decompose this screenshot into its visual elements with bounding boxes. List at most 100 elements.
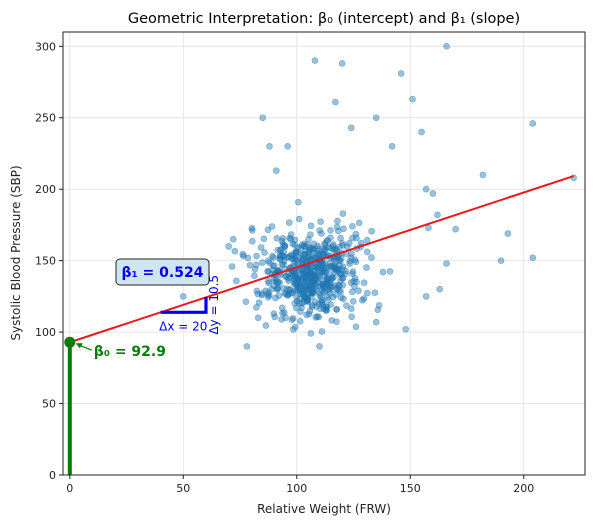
data-point [320, 250, 327, 258]
data-point [352, 323, 360, 331]
data-point [287, 231, 295, 238]
data-point [229, 235, 237, 243]
y-tick-label: 250 [35, 112, 56, 125]
data-point [288, 289, 296, 297]
data-point [319, 301, 326, 309]
data-point [273, 167, 280, 174]
y-tick-label: 150 [35, 255, 56, 268]
data-point [290, 255, 297, 263]
data-point [273, 235, 281, 242]
y-tick-label: 0 [49, 469, 56, 482]
regression-overlay: Δx = 20 Δy = 10.5β₁ = 0.524 β₀ = 92.9 [64, 175, 574, 475]
data-point [305, 236, 312, 243]
data-point [291, 300, 299, 307]
data-point [307, 330, 315, 337]
data-point [271, 313, 279, 321]
data-point [353, 234, 360, 242]
data-point [312, 276, 319, 284]
data-point [333, 318, 340, 326]
data-point [504, 230, 512, 237]
regression-line [69, 175, 574, 344]
data-point [284, 270, 292, 278]
data-point [443, 260, 450, 267]
data-point [289, 315, 297, 322]
x-axis-ticks: 0 50 100 150 200 [66, 475, 534, 495]
data-point [345, 240, 353, 247]
data-point [266, 143, 273, 150]
data-point [259, 259, 266, 266]
data-point [397, 70, 405, 77]
data-point [352, 258, 360, 266]
delta-y-label: Δy = 10.5 [207, 275, 221, 335]
data-point [497, 257, 505, 264]
data-point [316, 292, 323, 299]
data-point [297, 254, 304, 262]
x-tick-label: 200 [513, 482, 534, 495]
data-point [261, 249, 268, 256]
data-point [327, 301, 335, 308]
delta-x-label: Δx = 20 [159, 319, 207, 333]
data-point [308, 303, 316, 310]
data-point [266, 259, 273, 267]
data-point [327, 227, 334, 234]
data-point [286, 286, 294, 293]
data-point [316, 343, 323, 350]
data-point [262, 322, 270, 329]
data-point [332, 282, 339, 289]
data-point [314, 242, 321, 250]
data-point [253, 252, 260, 260]
data-point [284, 143, 291, 150]
scatter-points [179, 42, 577, 350]
data-point [269, 252, 276, 260]
y-tick-label: 200 [35, 183, 56, 196]
data-point [293, 293, 300, 301]
data-point [248, 227, 256, 234]
data-point [434, 211, 441, 219]
data-point [251, 272, 258, 279]
data-point [317, 218, 324, 225]
data-point [315, 273, 323, 281]
data-point [418, 128, 425, 136]
data-point [251, 265, 259, 273]
data-point [231, 247, 239, 255]
data-point [277, 247, 284, 254]
data-point [302, 273, 310, 280]
data-point [368, 227, 375, 235]
data-point [262, 287, 269, 295]
data-point [322, 307, 330, 314]
data-point [368, 254, 375, 261]
data-point [309, 252, 317, 260]
data-point [312, 271, 319, 279]
y-tick-label: 50 [42, 398, 56, 411]
data-point [265, 279, 273, 287]
data-point [372, 318, 380, 326]
data-point [301, 294, 308, 302]
y-axis-title: Systolic Blood Pressure (SBP) [9, 165, 23, 340]
data-point [379, 268, 387, 276]
data-point [282, 273, 289, 280]
data-point [321, 241, 328, 249]
plot-frame [62, 31, 586, 476]
data-point [291, 236, 299, 244]
data-point [280, 285, 287, 292]
data-point [310, 240, 318, 248]
data-point [289, 240, 296, 248]
data-point [327, 234, 334, 242]
data-point [422, 293, 430, 300]
data-point [360, 295, 368, 302]
data-point [422, 185, 430, 193]
data-point [335, 243, 343, 251]
beta1-label: β₁ = 0.524 [122, 265, 204, 281]
data-point [246, 261, 254, 269]
data-point [334, 227, 342, 235]
x-tick-label: 150 [400, 482, 421, 495]
data-point [281, 242, 289, 250]
data-point [297, 308, 304, 315]
data-point [360, 279, 368, 286]
data-point [253, 287, 261, 295]
data-point [295, 198, 302, 206]
chart-title: Geometric Interpretation: β₀ (intercept)… [128, 11, 520, 27]
data-point [292, 280, 299, 288]
slope-triangle [160, 297, 208, 314]
